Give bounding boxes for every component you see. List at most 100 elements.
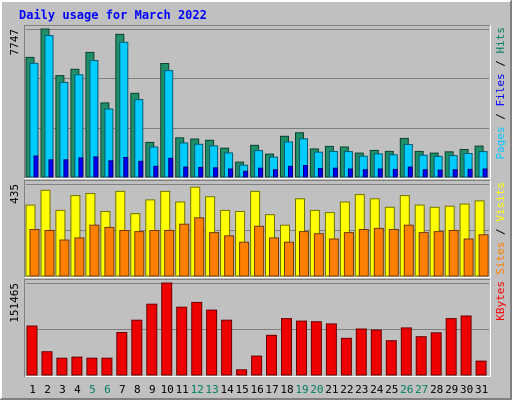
middle-bar-sites-day-25 xyxy=(388,229,399,277)
x-tick-label-day-15: 15 xyxy=(235,383,248,396)
x-tick-label-day-30: 30 xyxy=(460,383,473,396)
x-tick-label-day-10: 10 xyxy=(161,383,174,396)
x-tick-label-day-14: 14 xyxy=(220,383,234,396)
middle-bar-sites-day-22 xyxy=(343,232,354,277)
middle-bar-sites-day-2 xyxy=(44,230,55,277)
x-tick-label-day-16: 16 xyxy=(250,383,263,396)
middle-ymax-label: 435 xyxy=(8,184,21,204)
x-tick-label-day-1: 1 xyxy=(29,383,36,396)
x-tick-label-day-3: 3 xyxy=(59,383,66,396)
top-bar-pages-day-14 xyxy=(228,168,234,178)
x-tick-label-day-8: 8 xyxy=(134,383,141,396)
bottom-bar-kbytes-day-29 xyxy=(445,318,457,376)
top-bar-files-day-7 xyxy=(119,41,129,178)
x-tick-label-day-20: 20 xyxy=(310,383,323,396)
bottom-bar-kbytes-day-8 xyxy=(131,319,143,376)
middle-bar-sites-day-20 xyxy=(313,233,324,277)
bottom-bar-kbytes-day-11 xyxy=(176,306,188,376)
top-legend-separator: / xyxy=(494,107,507,127)
top-bar-pages-day-9 xyxy=(153,165,159,178)
middle-bar-sites-day-26 xyxy=(403,224,414,277)
middle-bar-sites-day-11 xyxy=(179,223,190,277)
middle-bar-sites-day-24 xyxy=(373,227,384,277)
x-tick-label-day-12: 12 xyxy=(191,383,204,396)
bottom-bar-kbytes-day-10 xyxy=(161,282,173,376)
top-bar-pages-day-27 xyxy=(422,169,428,178)
middle-bar-sites-day-30 xyxy=(463,238,474,277)
x-tick-label-day-26: 26 xyxy=(400,383,413,396)
top-bar-pages-day-18 xyxy=(288,165,293,178)
x-tick-label-day-5: 5 xyxy=(89,383,96,396)
x-tick-label-day-27: 27 xyxy=(415,383,428,396)
bottom-legend-kbytes: KBytes xyxy=(494,281,507,321)
top-bar-pages-day-3 xyxy=(63,159,69,178)
middle-bar-sites-day-7 xyxy=(119,230,130,277)
top-bar-pages-day-10 xyxy=(168,157,174,178)
top-bar-pages-day-28 xyxy=(437,169,443,178)
x-tick-label-day-25: 25 xyxy=(385,383,398,396)
top-legend-separator: / xyxy=(494,54,507,74)
top-bar-pages-day-31 xyxy=(482,168,488,178)
middle-bar-sites-day-3 xyxy=(59,239,70,277)
bottom-bar-kbytes-day-23 xyxy=(355,328,367,376)
top-legend-label: Pages / Files / Hits xyxy=(494,27,507,160)
x-tick-label-day-28: 28 xyxy=(430,383,443,396)
top-bar-pages-day-15 xyxy=(243,170,249,178)
top-bar-pages-day-20 xyxy=(317,168,323,178)
bottom-bar-kbytes-day-2 xyxy=(41,351,53,376)
x-tick-label-day-2: 2 xyxy=(44,383,51,396)
bottom-bar-kbytes-day-18 xyxy=(281,318,292,376)
x-tick-label-day-31: 31 xyxy=(475,383,488,396)
top-bar-pages-day-4 xyxy=(78,157,84,178)
x-tick-label-day-19: 19 xyxy=(295,383,308,396)
bottom-bar-kbytes-day-9 xyxy=(146,303,158,376)
top-bar-pages-day-24 xyxy=(377,168,383,178)
bottom-bar-kbytes-day-30 xyxy=(460,315,472,376)
x-tick-label-day-29: 29 xyxy=(445,383,458,396)
middle-bar-sites-day-23 xyxy=(358,229,369,277)
bottom-bar-kbytes-day-27 xyxy=(415,336,427,376)
middle-bar-sites-day-1 xyxy=(29,229,40,277)
bottom-bar-kbytes-day-7 xyxy=(116,332,128,376)
bottom-bar-kbytes-day-15 xyxy=(236,369,248,376)
bottom-bar-kbytes-day-26 xyxy=(400,327,412,376)
bottom-bar-kbytes-day-20 xyxy=(310,321,322,376)
top-bar-pages-day-13 xyxy=(213,167,219,178)
middle-bar-sites-day-31 xyxy=(478,234,489,277)
top-bar-pages-day-22 xyxy=(347,168,353,178)
middle-legend-sites: Sites xyxy=(494,242,507,275)
bottom-ymax-label: 151465 xyxy=(8,283,21,323)
top-bar-pages-day-21 xyxy=(332,167,338,178)
middle-bar-sites-day-16 xyxy=(254,225,265,277)
top-bar-pages-day-19 xyxy=(303,165,308,178)
middle-bar-sites-day-5 xyxy=(89,224,100,277)
middle-bar-sites-day-4 xyxy=(74,237,85,277)
bottom-bar-kbytes-day-13 xyxy=(206,309,218,376)
bottom-bar-kbytes-day-19 xyxy=(296,320,307,376)
bottom-bar-kbytes-day-5 xyxy=(86,357,98,376)
middle-bar-sites-day-29 xyxy=(448,230,459,277)
middle-bar-sites-day-28 xyxy=(433,231,444,277)
middle-bar-sites-day-15 xyxy=(239,241,250,277)
bottom-bar-kbytes-day-28 xyxy=(430,332,442,376)
bottom-bar-kbytes-day-12 xyxy=(191,301,203,376)
middle-bar-sites-day-19 xyxy=(299,231,309,277)
x-tick-label-day-22: 22 xyxy=(340,383,353,396)
middle-bar-sites-day-27 xyxy=(418,232,429,277)
middle-legend-visits: Visits xyxy=(494,182,507,222)
bottom-bar-kbytes-day-3 xyxy=(56,357,68,376)
x-tick-label-day-17: 17 xyxy=(265,383,278,396)
middle-bar-sites-day-6 xyxy=(104,226,115,277)
middle-bar-sites-day-10 xyxy=(164,230,175,277)
top-bar-files-day-2 xyxy=(44,35,54,178)
x-tick-label-day-9: 9 xyxy=(149,383,156,396)
top-bar-pages-day-5 xyxy=(93,156,99,178)
top-bar-pages-day-25 xyxy=(392,168,398,178)
chart-title: Daily usage for March 2022 xyxy=(19,8,207,22)
x-tick-label-day-23: 23 xyxy=(355,383,368,396)
top-bar-pages-day-6 xyxy=(108,160,114,178)
bottom-bar-kbytes-day-17 xyxy=(266,334,277,376)
top-bar-pages-day-1 xyxy=(33,155,39,178)
bottom-bar-kbytes-day-21 xyxy=(325,323,337,376)
